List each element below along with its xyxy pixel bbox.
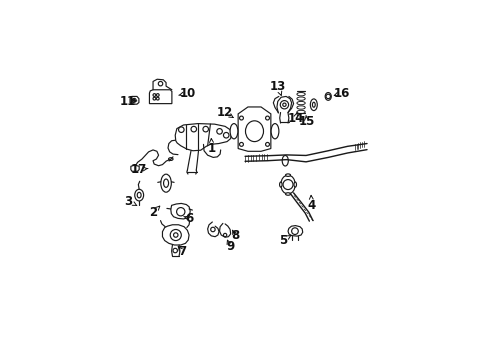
Ellipse shape — [325, 93, 330, 100]
Circle shape — [191, 126, 196, 132]
Ellipse shape — [168, 158, 173, 161]
Polygon shape — [162, 225, 189, 245]
Ellipse shape — [279, 182, 282, 187]
Circle shape — [173, 248, 177, 253]
Ellipse shape — [312, 102, 315, 107]
Circle shape — [291, 228, 298, 234]
Text: 6: 6 — [185, 212, 193, 225]
Circle shape — [239, 116, 243, 120]
Text: 11: 11 — [120, 95, 136, 108]
Text: 8: 8 — [231, 229, 239, 242]
Ellipse shape — [296, 106, 305, 109]
Circle shape — [223, 132, 228, 138]
Circle shape — [223, 233, 226, 237]
Circle shape — [265, 116, 269, 120]
Circle shape — [133, 99, 135, 101]
Circle shape — [325, 94, 330, 99]
Circle shape — [245, 123, 262, 140]
Text: 14: 14 — [287, 112, 303, 125]
Polygon shape — [170, 203, 190, 219]
Circle shape — [178, 127, 183, 132]
Text: 13: 13 — [269, 80, 285, 93]
Polygon shape — [149, 90, 172, 104]
Circle shape — [173, 233, 178, 237]
Text: 10: 10 — [179, 87, 195, 100]
Circle shape — [216, 129, 222, 134]
Ellipse shape — [163, 179, 168, 187]
Text: 17: 17 — [131, 163, 147, 176]
Text: 9: 9 — [225, 240, 234, 253]
Ellipse shape — [280, 175, 295, 194]
Polygon shape — [287, 226, 302, 236]
Text: 2: 2 — [149, 206, 157, 219]
Ellipse shape — [285, 174, 290, 176]
Ellipse shape — [285, 193, 290, 195]
Ellipse shape — [296, 110, 305, 114]
Ellipse shape — [230, 123, 237, 139]
Text: 4: 4 — [307, 199, 315, 212]
Circle shape — [132, 98, 136, 102]
Polygon shape — [238, 107, 270, 151]
Circle shape — [156, 97, 159, 100]
Text: 1: 1 — [207, 142, 215, 155]
Circle shape — [210, 227, 215, 232]
Ellipse shape — [293, 182, 296, 187]
Ellipse shape — [296, 93, 305, 96]
Circle shape — [153, 94, 156, 96]
Ellipse shape — [296, 97, 305, 100]
Ellipse shape — [161, 174, 171, 192]
Text: 3: 3 — [124, 195, 132, 208]
Circle shape — [280, 100, 288, 109]
Ellipse shape — [310, 99, 317, 111]
Ellipse shape — [135, 189, 143, 201]
Polygon shape — [175, 123, 231, 151]
Circle shape — [153, 97, 156, 100]
Ellipse shape — [296, 102, 305, 105]
Text: 12: 12 — [217, 106, 233, 119]
Ellipse shape — [245, 121, 263, 141]
Circle shape — [265, 143, 269, 146]
Text: 5: 5 — [279, 234, 287, 247]
Circle shape — [203, 126, 208, 132]
Ellipse shape — [270, 123, 278, 139]
Polygon shape — [130, 96, 139, 104]
Circle shape — [156, 94, 159, 96]
Polygon shape — [131, 165, 139, 171]
Circle shape — [170, 229, 181, 240]
Ellipse shape — [282, 156, 288, 166]
Text: 7: 7 — [178, 245, 186, 258]
Circle shape — [283, 180, 292, 190]
Circle shape — [282, 103, 285, 107]
Text: 16: 16 — [333, 87, 349, 100]
Circle shape — [158, 81, 163, 86]
Ellipse shape — [137, 192, 141, 198]
Circle shape — [239, 143, 243, 146]
Text: 15: 15 — [298, 115, 314, 128]
Circle shape — [176, 208, 184, 216]
